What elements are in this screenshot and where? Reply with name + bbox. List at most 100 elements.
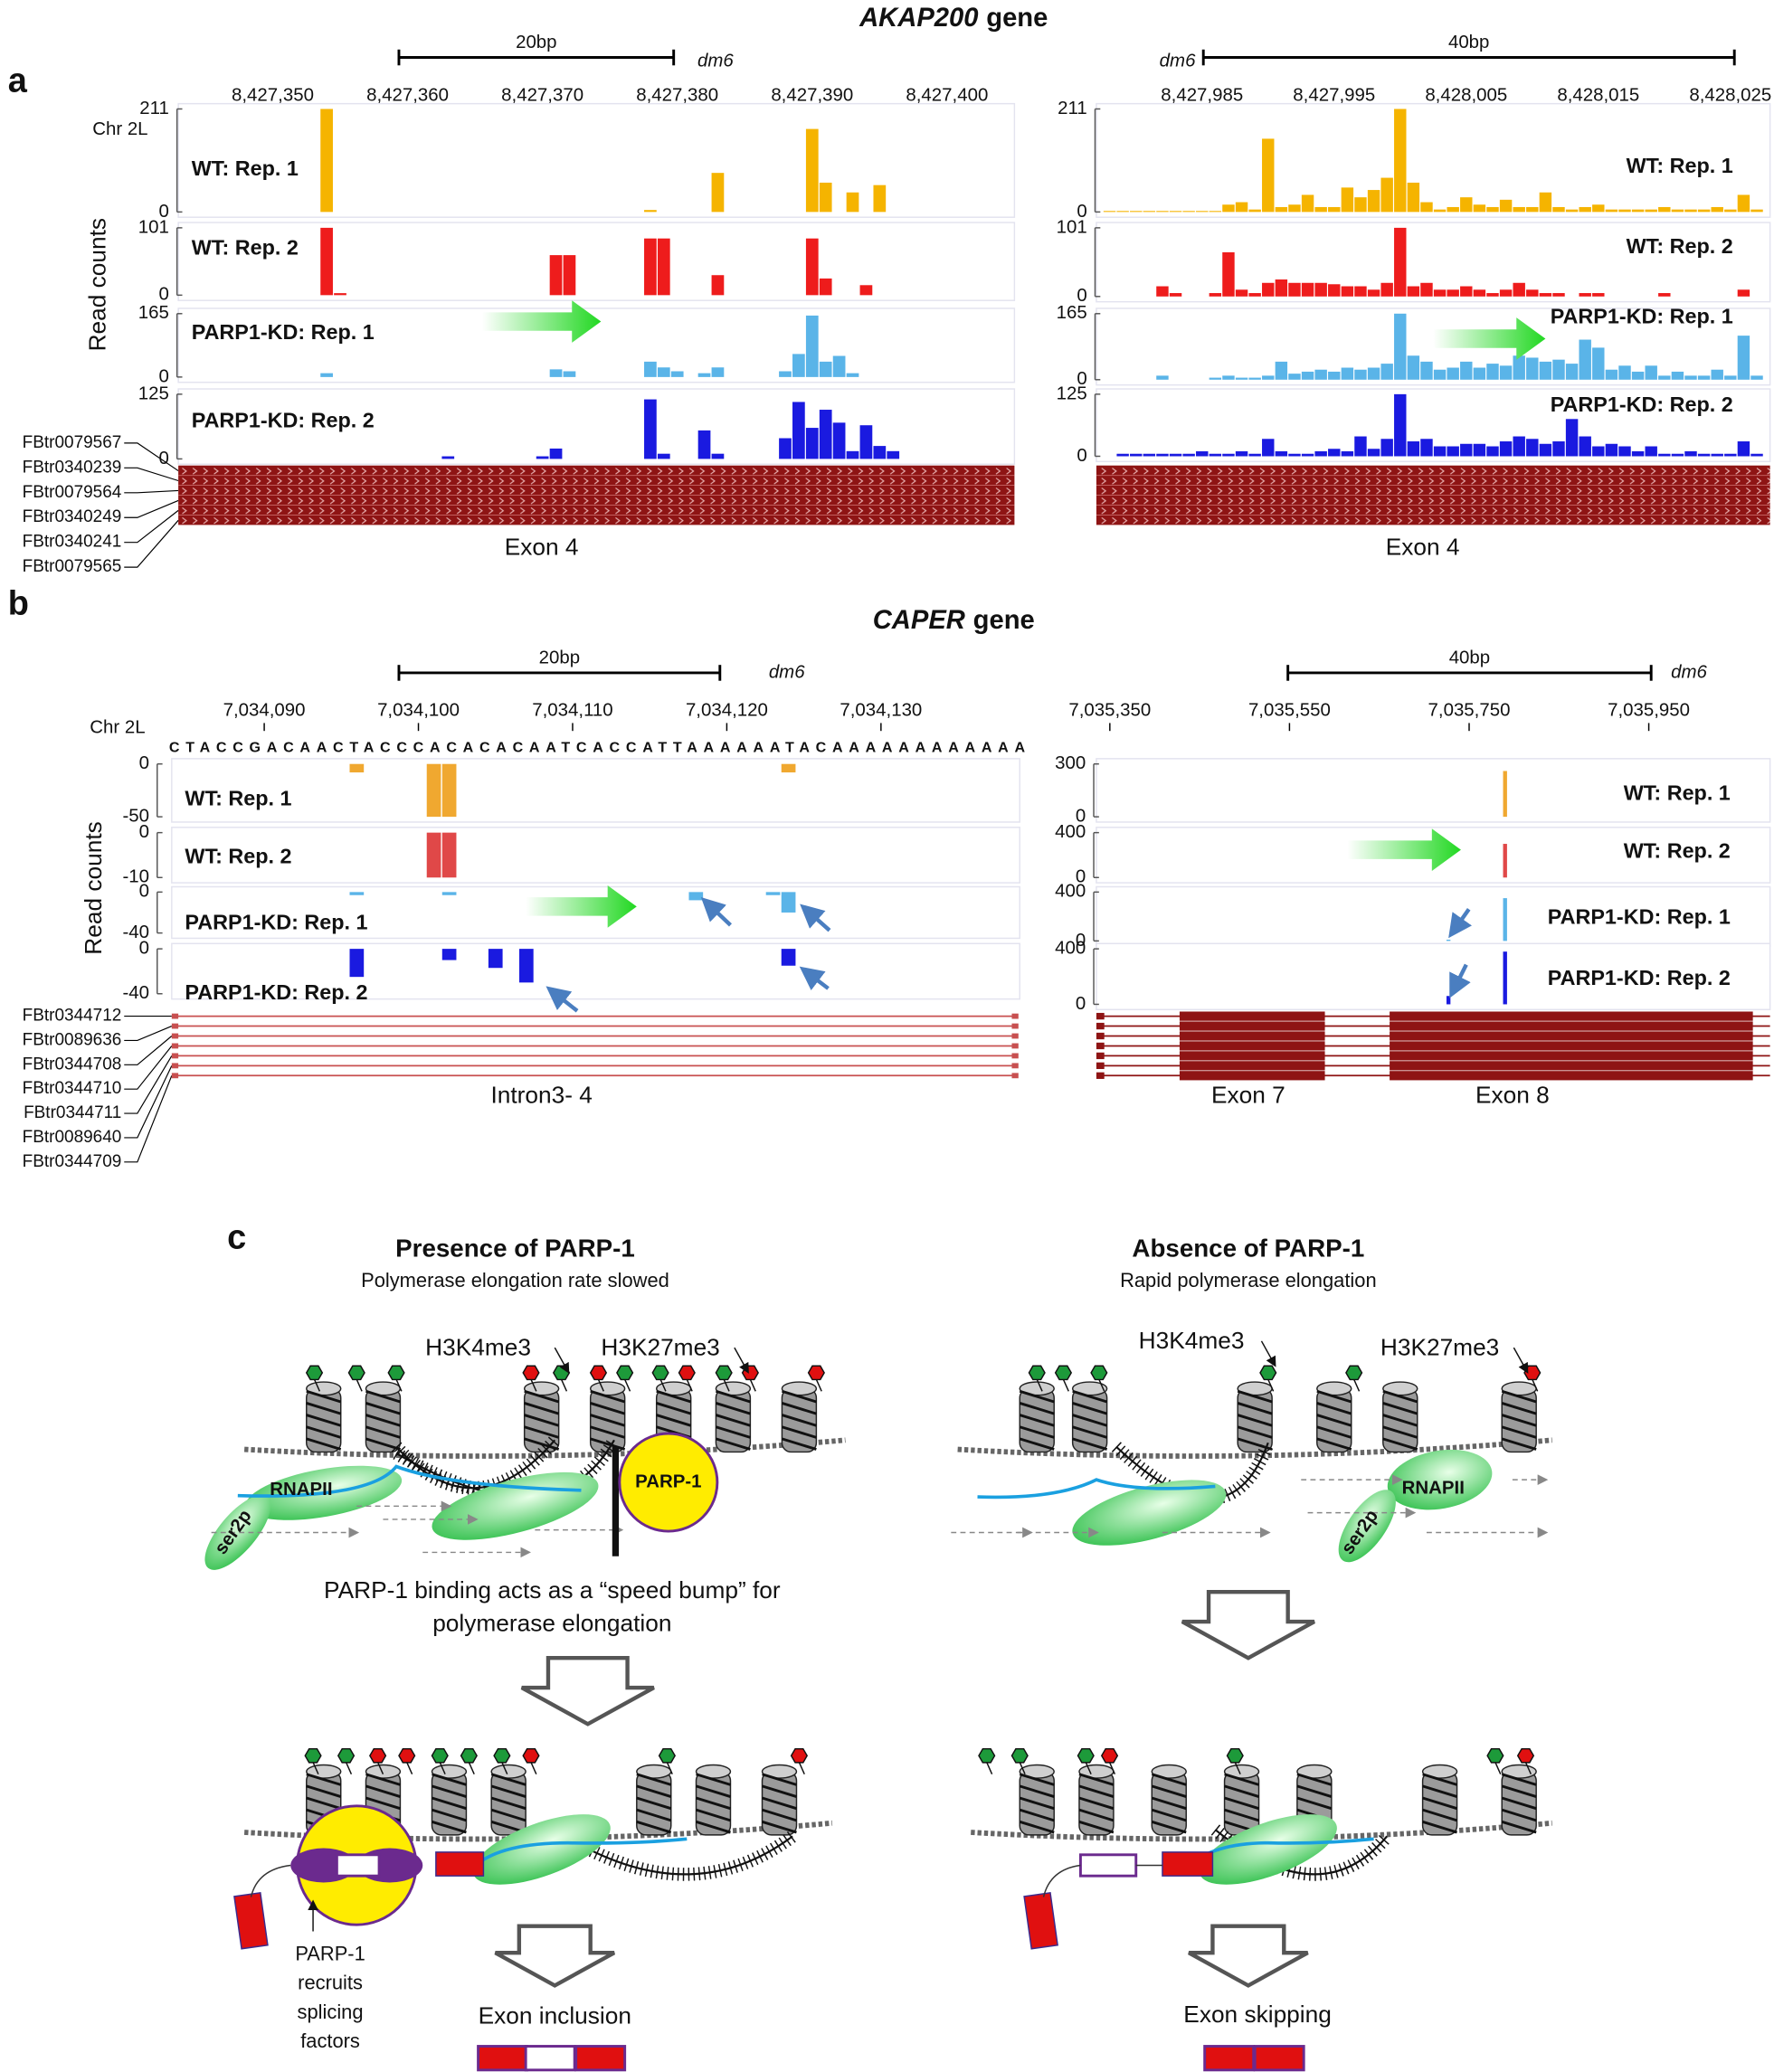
histone-mark	[522, 1747, 540, 1764]
exon-block	[1096, 1072, 1105, 1079]
bar	[819, 278, 832, 296]
bar	[1579, 293, 1591, 297]
dna-wrap	[1078, 1808, 1115, 1822]
dna-wrap	[365, 1389, 401, 1404]
bar	[1262, 375, 1275, 380]
polymerase	[472, 1814, 611, 1885]
bar	[805, 238, 819, 296]
bar	[644, 399, 657, 459]
green-arrow	[1347, 828, 1461, 871]
bar	[1367, 367, 1380, 380]
exon-box	[574, 2045, 627, 2072]
histone-mark	[589, 1365, 608, 1381]
dna-wrap	[1296, 1784, 1333, 1798]
panel-label: b	[8, 585, 29, 623]
bar	[1513, 355, 1525, 380]
bar	[1288, 204, 1301, 213]
bar	[859, 285, 873, 296]
exon-box	[524, 2045, 576, 2072]
bar	[1737, 289, 1750, 297]
mark-stem	[798, 1762, 805, 1775]
bar	[1697, 453, 1711, 457]
bar	[779, 371, 792, 377]
bar	[1503, 844, 1507, 878]
caption: Exon 4	[505, 534, 579, 561]
bar	[1248, 377, 1261, 380]
x-tick-label: 7,034,130	[840, 700, 922, 721]
bar	[1565, 419, 1579, 457]
exon-block	[1390, 1041, 1753, 1051]
bar	[441, 456, 455, 459]
track-background	[171, 942, 1020, 1000]
intron-end	[1011, 1013, 1019, 1019]
bar	[781, 763, 796, 773]
dna-wrap	[1501, 1414, 1537, 1427]
polymerase	[204, 1495, 271, 1570]
dna-wrap	[490, 1796, 527, 1811]
exon-box	[435, 1851, 485, 1877]
bar	[1314, 450, 1327, 457]
mark-stem	[376, 1762, 384, 1775]
dna-wrap	[1019, 1414, 1055, 1427]
bar	[349, 949, 365, 978]
y-tick-label: 0	[1076, 930, 1086, 951]
bar	[1433, 289, 1447, 297]
bar	[873, 184, 887, 213]
transcript-label: FBtr0340249	[23, 507, 122, 526]
assembly-label: dm6	[1160, 50, 1196, 71]
exon-block	[1390, 1021, 1753, 1031]
dna-wrap	[306, 1437, 342, 1451]
histone-mark	[1090, 1365, 1108, 1381]
bar	[1433, 209, 1447, 213]
bar	[1697, 209, 1711, 213]
dna-wrap	[524, 1425, 560, 1439]
bar	[1503, 898, 1507, 941]
bar	[1301, 194, 1314, 213]
block-arrow	[1181, 1590, 1315, 1660]
dna-wrap	[1078, 1784, 1115, 1798]
bar	[792, 354, 805, 377]
bar	[832, 422, 846, 459]
dna-wrap	[365, 1773, 401, 1786]
dna-wrap	[1151, 1773, 1187, 1786]
bar	[779, 438, 792, 459]
polymerase-label: RNAPII	[270, 1479, 332, 1500]
bar	[1552, 441, 1565, 457]
mark-stem	[1267, 1378, 1275, 1392]
y-tick-label: 165	[138, 302, 169, 323]
bar	[1446, 996, 1451, 1005]
histone-mark	[1054, 1365, 1073, 1381]
bar	[536, 456, 549, 459]
transcript-connector	[124, 499, 179, 518]
y-tick-label: 0	[139, 938, 149, 959]
dna-wrap	[524, 1389, 560, 1404]
histone-mark	[460, 1747, 478, 1764]
recruit-note: PARP-1	[295, 1943, 365, 1965]
bar	[1182, 211, 1195, 213]
bar	[426, 832, 441, 878]
dna-wrap	[1382, 1414, 1418, 1427]
histone-mark	[1259, 1365, 1277, 1381]
gene-title: CAPER gene	[873, 606, 1035, 635]
bar	[792, 402, 805, 459]
bar	[1526, 357, 1539, 380]
mark-pointer	[554, 1347, 570, 1374]
dna-wrap	[715, 1425, 751, 1439]
transcript-connector	[124, 442, 179, 472]
exon-box	[1203, 2045, 1256, 2072]
rna	[1042, 1864, 1081, 1897]
histone-mark	[790, 1747, 809, 1764]
dna-wrap	[590, 1425, 626, 1439]
pointer-arrow	[1449, 963, 1471, 998]
dna-wrap	[636, 1784, 672, 1798]
bar	[1209, 211, 1222, 213]
y-tick-label: 400	[1055, 881, 1086, 902]
mark-stem	[986, 1762, 993, 1775]
chrom-label: Chr 2L	[90, 717, 145, 738]
bar	[1737, 194, 1750, 213]
bar	[1460, 361, 1473, 380]
x-tick-label: 8,427,370	[501, 84, 583, 105]
bar	[1724, 375, 1737, 380]
mark-stem	[1098, 1378, 1105, 1392]
bar	[1394, 313, 1407, 380]
